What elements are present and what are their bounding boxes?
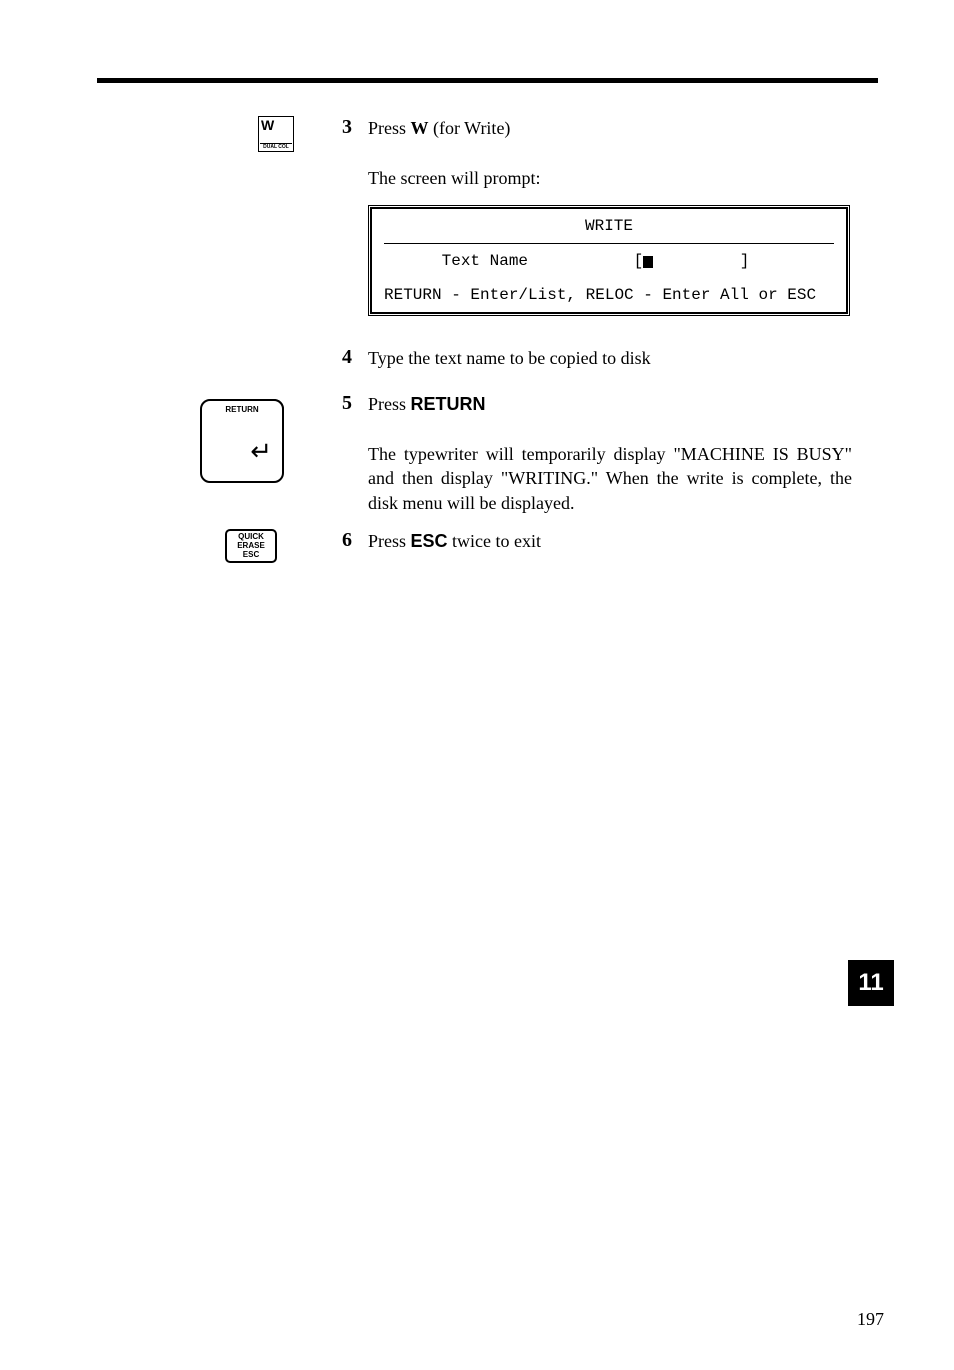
step-3-pre: Press bbox=[368, 118, 411, 138]
step-4-number: 4 bbox=[342, 346, 368, 370]
step-3-post: (for Write) bbox=[429, 118, 511, 138]
step-3-bold: W bbox=[411, 118, 429, 138]
key-return-label: RETURN bbox=[202, 405, 282, 414]
prompt-intro: The screen will prompt: bbox=[368, 166, 852, 190]
screen-bracket-open: [ bbox=[634, 252, 644, 270]
step-5-pre: Press bbox=[368, 394, 411, 414]
key-w-icon: W DUAL COL bbox=[258, 116, 294, 152]
step-5: 5 Press RETURN bbox=[342, 392, 852, 416]
step-6-post: twice to exit bbox=[448, 531, 541, 551]
step-6-body: Press ESC twice to exit bbox=[368, 529, 852, 553]
step-6-bold: ESC bbox=[411, 531, 448, 551]
step-6-number: 6 bbox=[342, 529, 368, 553]
key-w-sublabel: DUAL COL bbox=[260, 143, 292, 150]
step-6-pre: Press bbox=[368, 531, 411, 551]
screen-field-label: Text Name bbox=[442, 252, 528, 270]
screen-footer: RETURN - Enter/List, RELOC - Enter All o… bbox=[372, 278, 846, 312]
write-screen: WRITE Text Name [ ] RETURN - Enter/List,… bbox=[368, 205, 850, 316]
step-4-body: Type the text name to be copied to disk bbox=[368, 346, 852, 370]
step-3-body: Press W (for Write) bbox=[368, 116, 852, 140]
step-5-bold: RETURN bbox=[411, 394, 486, 414]
key-w-label: W bbox=[261, 117, 274, 133]
cursor-icon bbox=[643, 256, 653, 268]
step-4: 4 Type the text name to be copied to dis… bbox=[342, 346, 852, 370]
step-3-number: 3 bbox=[342, 116, 368, 140]
step-6: 6 Press ESC twice to exit bbox=[342, 529, 852, 553]
screen-input-row: Text Name [ ] bbox=[372, 244, 846, 278]
top-divider bbox=[97, 78, 878, 83]
screen-bracket-close: ] bbox=[740, 252, 750, 270]
step-5-number: 5 bbox=[342, 392, 368, 416]
step-5-body: Press RETURN bbox=[368, 392, 852, 416]
screen-title: WRITE bbox=[372, 209, 846, 243]
step-3: 3 Press W (for Write) bbox=[342, 116, 852, 140]
page-number: 197 bbox=[857, 1309, 884, 1330]
key-return-icon: RETURN ↵ bbox=[200, 399, 284, 489]
section-tab: 11 bbox=[848, 960, 894, 1006]
key-esc-icon: QUICK ERASE ESC bbox=[225, 529, 277, 563]
step-5-paragraph: The typewriter will temporarily display … bbox=[368, 442, 852, 515]
return-arrow-icon: ↵ bbox=[250, 436, 272, 467]
key-esc-line3: ESC bbox=[227, 551, 275, 560]
